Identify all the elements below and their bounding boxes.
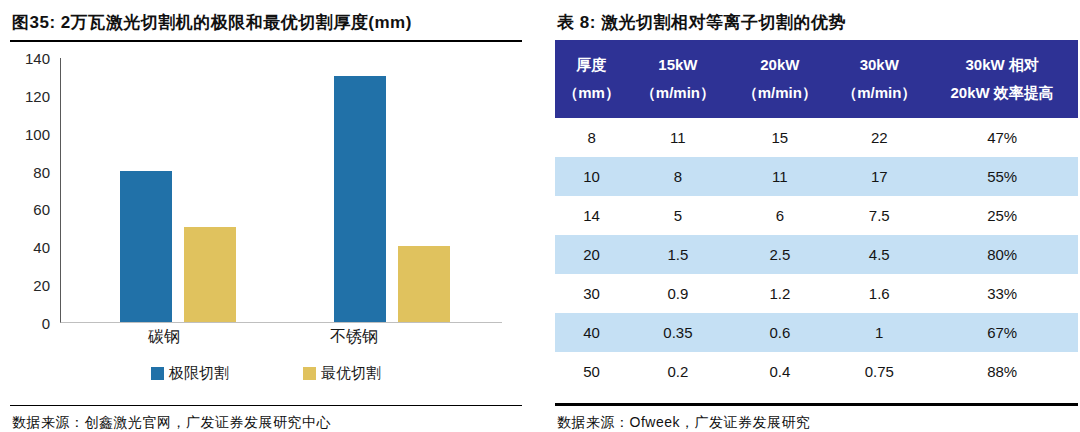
bar-chart: 020406080100120140 [10, 58, 522, 323]
table-cell: 4.5 [832, 235, 926, 274]
legend-item-最优切割: 最优切割 [303, 364, 381, 383]
table-cell: 5 [628, 196, 727, 235]
table-cell: 0.4 [728, 352, 833, 391]
spacer [555, 391, 1078, 404]
report-page: 图35: 2万瓦激光切割机的极限和最优切割厚度(mm) 020406080100… [0, 0, 1080, 432]
table-cell: 8 [628, 157, 727, 196]
table-cell: 1.2 [728, 274, 833, 313]
table-cell: 33% [926, 274, 1078, 313]
table-cell: 14 [555, 196, 628, 235]
table-cell: 0.6 [728, 313, 833, 352]
table-cell: 6 [728, 196, 833, 235]
table-cell: 1 [832, 313, 926, 352]
table-cell: 22 [832, 118, 926, 157]
table-header: 厚度（mm）15kW（m/min）20kW（m/min）30kW（m/min）3… [555, 40, 1078, 118]
y-tick-label: 0 [42, 315, 50, 332]
legend-label: 最优切割 [321, 364, 381, 383]
legend-item-极限切割: 极限切割 [151, 364, 229, 383]
table-row: 400.350.6167% [555, 313, 1078, 352]
y-tick-label: 20 [33, 277, 50, 294]
table-row: 201.52.54.580% [555, 235, 1078, 274]
table-row: 108111755% [555, 157, 1078, 196]
table-row: 14567.525% [555, 196, 1078, 235]
header-cell: 30kW（m/min） [832, 40, 926, 118]
figure35-panel: 图35: 2万瓦激光切割机的极限和最优切割厚度(mm) 0 20 40 60 80 100… [10, 4, 522, 432]
table-cell: 20 [555, 235, 628, 274]
table-cell: 0.35 [628, 313, 727, 352]
spacer [10, 385, 522, 393]
table-cell: 10 [555, 157, 628, 196]
legend-swatch-icon [151, 367, 164, 380]
y-tick-label: 100 [25, 125, 50, 142]
y-tick-label: 140 [25, 50, 50, 67]
table-cell: 25% [926, 196, 1078, 235]
table-row: 811152247% [555, 118, 1078, 157]
legend-swatch-icon [303, 367, 316, 380]
table-cell: 1.5 [628, 235, 727, 274]
table-cell: 55% [926, 157, 1078, 196]
bar-最优切割-不锈钢 [398, 246, 450, 322]
table-cell: 0.75 [832, 352, 926, 391]
x-category-label: 碳钢 [148, 327, 180, 348]
table-row: 500.20.40.7588% [555, 352, 1078, 391]
header-cell: 厚度（mm） [555, 40, 628, 118]
table-cell: 40 [555, 313, 628, 352]
table-cell: 47% [926, 118, 1078, 157]
table-cell: 7.5 [832, 196, 926, 235]
header-cell: 30kW 相对20kW 效率提高 [926, 40, 1078, 118]
figure-title-rule [10, 40, 522, 42]
table-cell: 0.2 [628, 352, 727, 391]
table-cell: 11 [728, 157, 833, 196]
table-cell: 0.9 [628, 274, 727, 313]
table-cell: 80% [926, 235, 1078, 274]
header-cell: 15kW（m/min） [628, 40, 727, 118]
figure-title: 图35: 2万瓦激光切割机的极限和最优切割厚度(mm) [10, 4, 522, 34]
bar-极限切割-碳钢 [120, 171, 172, 322]
y-tick-label: 60 [33, 201, 50, 218]
table-cell: 88% [926, 352, 1078, 391]
table-cell: 17 [832, 157, 926, 196]
advantage-table: 厚度（mm）15kW（m/min）20kW（m/min）30kW（m/min）3… [555, 40, 1078, 391]
bar-最优切割-碳钢 [184, 227, 236, 322]
x-category-label: 不锈钢 [330, 327, 378, 348]
table-cell: 11 [628, 118, 727, 157]
table-cell: 67% [926, 313, 1078, 352]
table-title: 表 8: 激光切割相对等离子切割的优势 [555, 4, 1078, 34]
table8-panel: 表 8: 激光切割相对等离子切割的优势 厚度（mm）15kW（m/min）20k… [555, 4, 1078, 432]
table-row: 300.91.21.633% [555, 274, 1078, 313]
table-source: 数据来源：Ofweek，广发证券发展研究 [555, 406, 1078, 432]
y-tick-label: 80 [33, 163, 50, 180]
table-cell: 8 [555, 118, 628, 157]
table-cell: 15 [728, 118, 833, 157]
chart-plot-area [60, 58, 502, 323]
table-cell: 50 [555, 352, 628, 391]
table-cell: 1.6 [832, 274, 926, 313]
table-cell: 30 [555, 274, 628, 313]
chart-y-axis: 020406080100120140 [10, 58, 60, 323]
header-cell: 20kW（m/min） [728, 40, 833, 118]
figure-source: 数据来源：创鑫激光官网，广发证券发展研究中心 [10, 406, 522, 432]
legend-label: 极限切割 [169, 364, 229, 383]
y-tick-label: 120 [25, 87, 50, 104]
chart-legend: 极限切割 最优切割 [10, 361, 522, 385]
y-tick-label: 40 [33, 239, 50, 256]
table-cell: 2.5 [728, 235, 833, 274]
bar-极限切割-不锈钢 [334, 76, 386, 322]
chart-x-axis-labels: 碳钢 不锈钢 [60, 327, 452, 355]
